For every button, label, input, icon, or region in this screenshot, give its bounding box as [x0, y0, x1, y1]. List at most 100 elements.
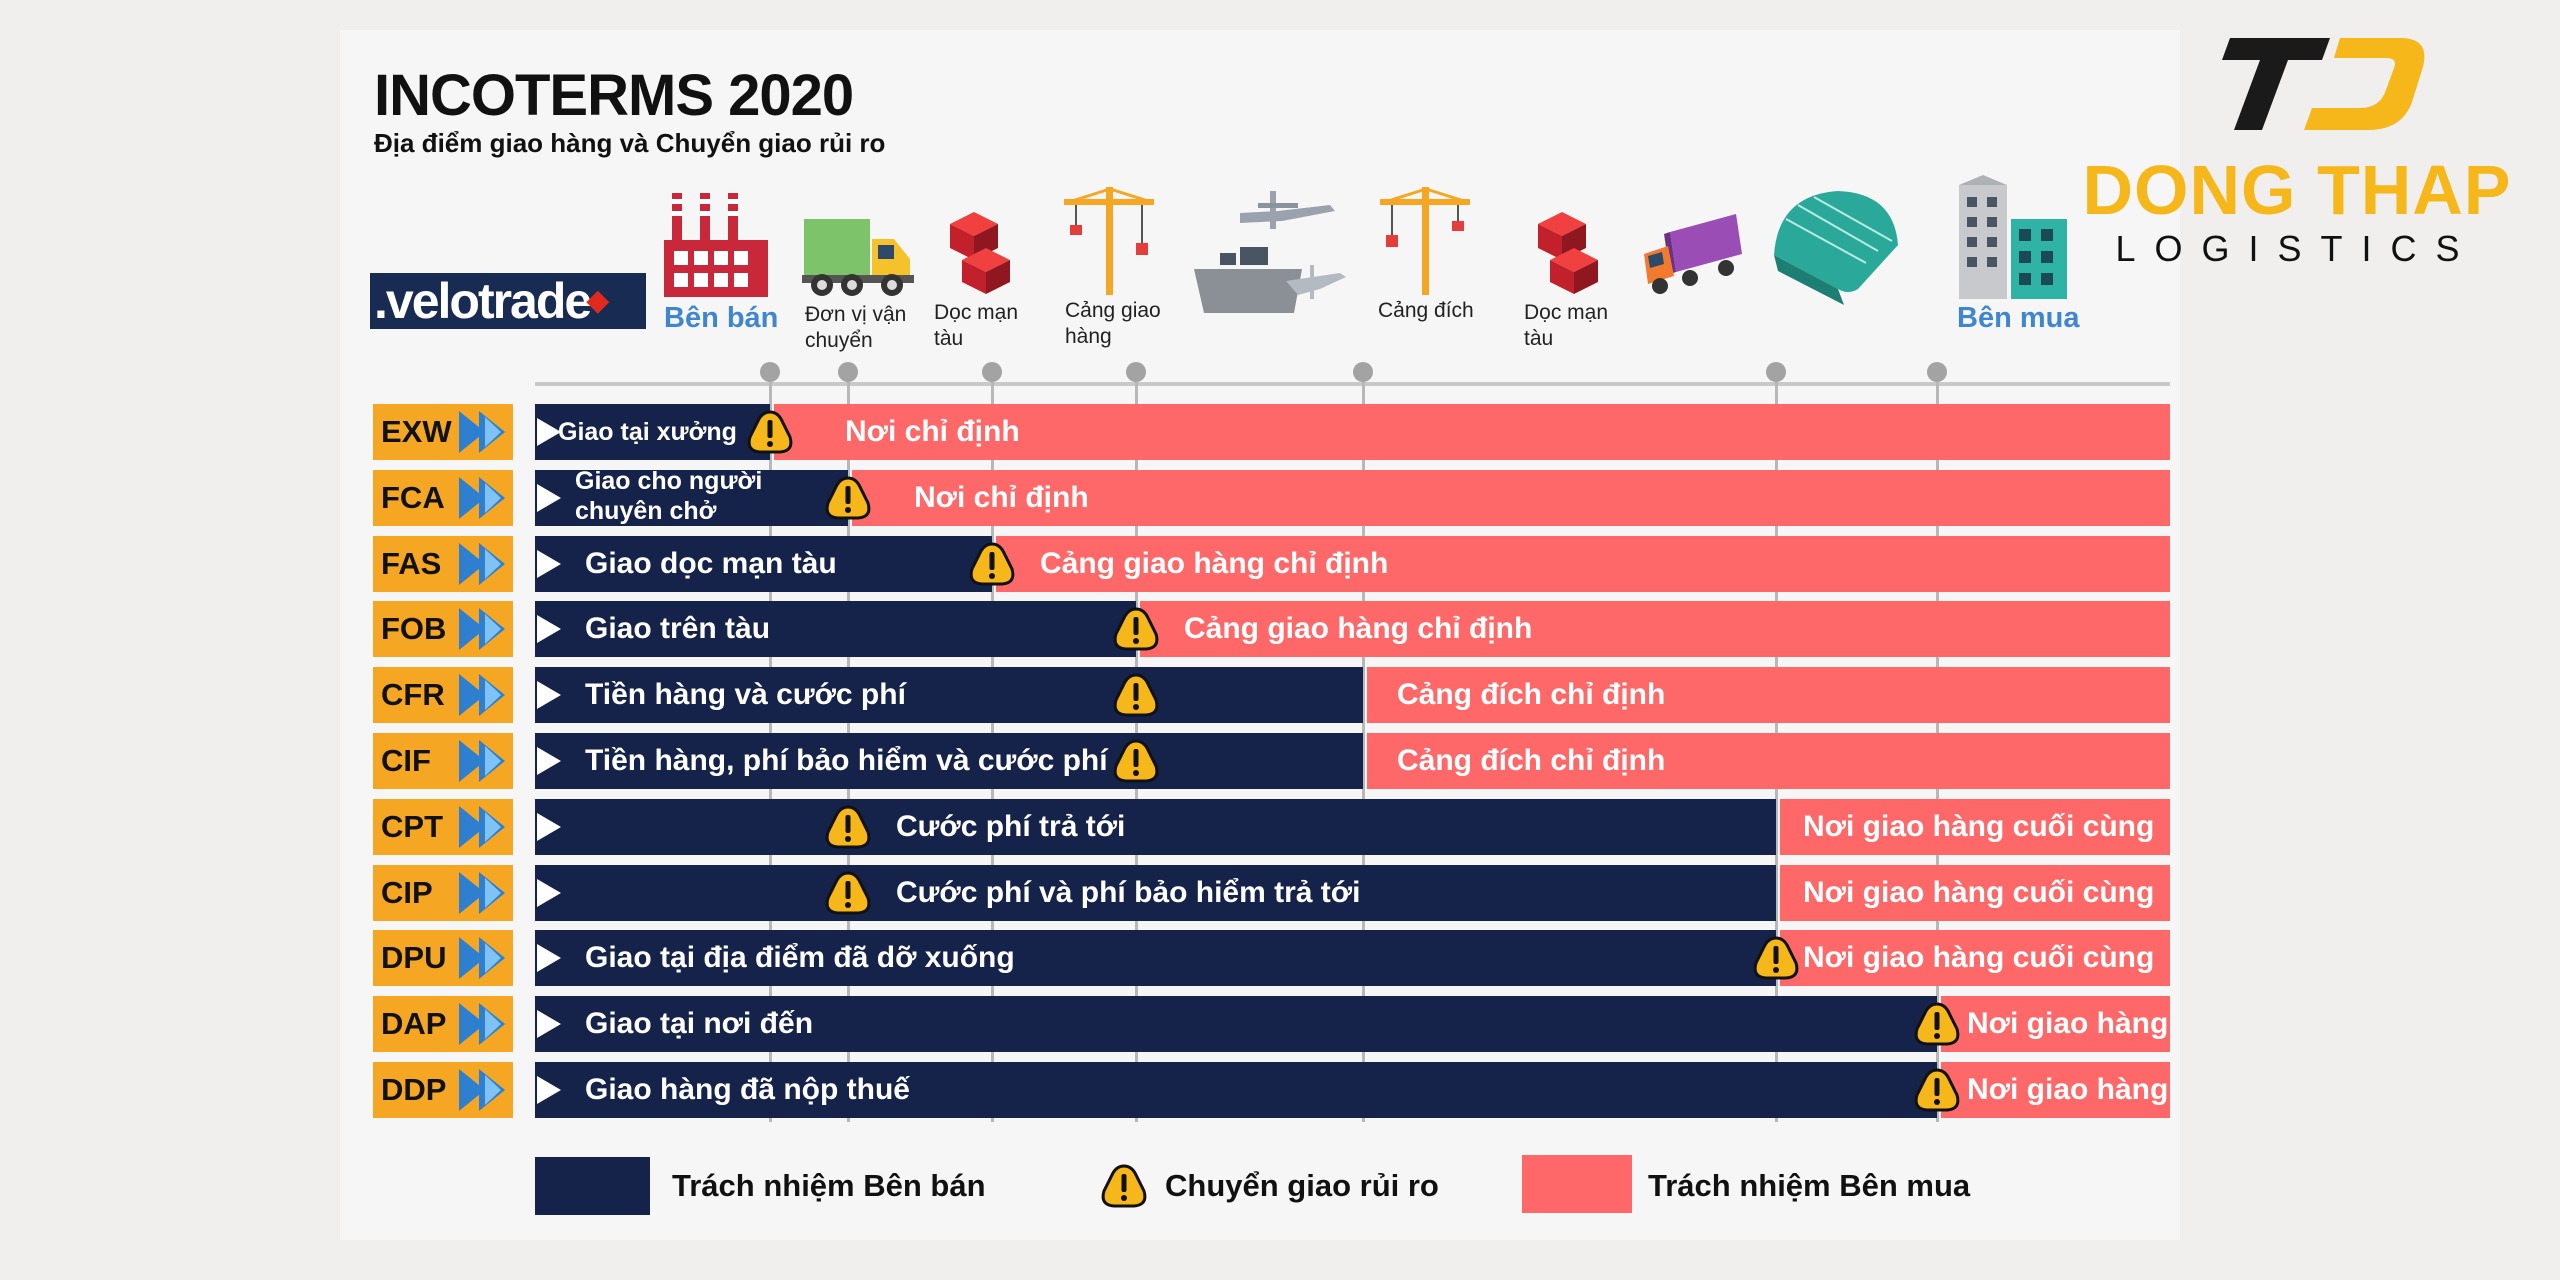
- stage-label-alongside-destination: Dọc mạn tàu: [1524, 301, 1609, 350]
- seller-responsibility-bar: [535, 930, 1776, 986]
- buyer-destination-text: Cảng giao hàng chỉ định: [1040, 547, 1389, 580]
- buyer-responsibility-bar: [1941, 1062, 2170, 1118]
- incoterm-code-label: FAS: [381, 546, 442, 581]
- timeline-point: [1126, 362, 1146, 382]
- buyer-destination-text: Cảng đích chỉ định: [1397, 744, 1666, 777]
- containers-icon: [1538, 212, 1598, 294]
- buyer-responsibility-bar: [1780, 865, 2170, 921]
- buyer-responsibility-bar: [852, 470, 2170, 526]
- start-arrow-icon: [537, 418, 561, 446]
- incoterm-code-label: DAP: [381, 1006, 447, 1041]
- start-arrow-icon: [537, 879, 561, 907]
- buyer-destination-text: Nơi giao hàng cuối cùng: [1803, 941, 2155, 974]
- seller-delivery-text: Giao tại xưởng: [558, 418, 737, 446]
- double-arrow-icon: [459, 937, 505, 979]
- risk-transfer-warning-icon: [1914, 1002, 1960, 1046]
- legend-buyer-label: Trách nhiệm Bên mua: [1648, 1168, 1971, 1203]
- double-arrow-icon: [459, 411, 505, 453]
- seller-responsibility-bar: [535, 733, 1363, 789]
- start-arrow-icon: [537, 550, 561, 578]
- stage-label-destination-port: Cảng đích: [1378, 299, 1474, 322]
- risk-transfer-warning-icon: [825, 871, 871, 915]
- risk-transfer-warning-icon: [747, 410, 793, 454]
- ship-plane-icon: [1194, 191, 1346, 313]
- seller-delivery-text: Tiền hàng, phí bảo hiểm và cước phí: [585, 744, 1108, 777]
- legend-seller-swatch: [535, 1157, 650, 1215]
- buyer-destination-text: Nơi giao hàng: [1967, 1007, 2169, 1040]
- crane-icon: [1064, 187, 1154, 295]
- buyer-responsibility-bar: [1780, 930, 2170, 986]
- double-arrow-icon: [459, 1003, 505, 1045]
- dong-thap-logo-icon: [2222, 38, 2425, 130]
- incoterm-code-label: EXW: [381, 414, 452, 449]
- timeline-guide-line: [1362, 382, 1365, 1122]
- risk-transfer-warning-icon: [1113, 607, 1159, 651]
- start-arrow-icon: [537, 813, 561, 841]
- incoterm-code: EXW: [373, 404, 513, 460]
- buyer-responsibility-bar: [1367, 733, 2170, 789]
- seller-delivery-text: Cước phí trả tới: [896, 810, 1126, 843]
- company-name: DONG THAP: [2082, 151, 2512, 229]
- buyer-destination-text: Cảng đích chỉ định: [1397, 678, 1666, 711]
- start-arrow-icon: [537, 944, 561, 972]
- buyer-responsibility-bar: [1140, 601, 2170, 657]
- double-arrow-icon: [459, 477, 505, 519]
- seller-responsibility-bar: [535, 799, 1776, 855]
- seller-delivery-text: Giao dọc mạn tàu: [585, 547, 837, 580]
- crane-icon: [1380, 187, 1470, 295]
- incoterm-code: CIF: [373, 733, 513, 789]
- incoterm-code-label: FCA: [381, 480, 445, 515]
- seller-responsibility-bar: [535, 536, 992, 592]
- incoterm-code: FOB: [373, 601, 513, 657]
- double-arrow-icon: [459, 872, 505, 914]
- timeline-point: [982, 362, 1002, 382]
- stage-label-alongside-origin: Dọc mạn tàu: [934, 301, 1019, 350]
- risk-transfer-warning-icon: [1753, 936, 1799, 980]
- buyer-responsibility-bar: [774, 404, 2170, 460]
- incoterm-code: DPU: [373, 930, 513, 986]
- seller-delivery-text: Tiền hàng và cước phí: [585, 678, 906, 711]
- buyer-destination-text: Nơi chỉ định: [845, 415, 1020, 448]
- incoterm-code: CFR: [373, 667, 513, 723]
- page-title: INCOTERMS 2020: [374, 63, 854, 128]
- buyer-destination-text: Nơi giao hàng: [1967, 1073, 2169, 1106]
- timeline-point: [1927, 362, 1947, 382]
- company-subtitle: LOGISTICS: [2115, 228, 2479, 269]
- incoterm-code-label: DDP: [381, 1072, 447, 1107]
- seller-responsibility-bar: [535, 996, 1937, 1052]
- buyer-responsibility-bar: [1780, 799, 2170, 855]
- page-subtitle: Địa điểm giao hàng và Chuyển giao rủi ro: [374, 128, 886, 158]
- start-arrow-icon: [537, 747, 561, 775]
- legend-buyer-swatch: [1522, 1155, 1632, 1213]
- start-arrow-icon: [537, 681, 561, 709]
- buyer-responsibility-bar: [1941, 996, 2170, 1052]
- incoterm-code: CIP: [373, 865, 513, 921]
- incoterm-code-label: CFR: [381, 677, 445, 712]
- stage-label-seller: Bên bán: [664, 302, 779, 334]
- incoterm-code-label: CIP: [381, 875, 433, 910]
- double-arrow-icon: [459, 1069, 505, 1111]
- double-arrow-icon: [459, 608, 505, 650]
- seller-responsibility-bar: [535, 470, 848, 526]
- timeline-point: [838, 362, 858, 382]
- factory-icon: [664, 193, 768, 297]
- double-arrow-icon: [459, 674, 505, 716]
- lorry-icon: [1644, 214, 1742, 294]
- incoterm-code: DDP: [373, 1062, 513, 1118]
- start-arrow-icon: [537, 1076, 561, 1104]
- risk-transfer-warning-icon: [825, 476, 871, 520]
- seller-delivery-text: Giao hàng đã nộp thuế: [585, 1073, 910, 1106]
- seller-responsibility-bar: [535, 1062, 1937, 1118]
- incoterm-code-label: DPU: [381, 940, 447, 975]
- legend-risk-label: Chuyển giao rủi ro: [1165, 1168, 1439, 1203]
- timeline: [535, 382, 2170, 386]
- buyer-responsibility-bar: [1367, 667, 2170, 723]
- incoterm-code: DAP: [373, 996, 513, 1052]
- stage-label-port-of-shipment: Cảng giao hàng: [1065, 299, 1161, 348]
- seller-delivery-text: Giao trên tàu: [585, 612, 771, 645]
- warehouse-icon: [1774, 191, 1898, 305]
- start-arrow-icon: [537, 1010, 561, 1038]
- timeline-point: [760, 362, 780, 382]
- seller-responsibility-bar: [535, 865, 1776, 921]
- double-arrow-icon: [459, 543, 505, 585]
